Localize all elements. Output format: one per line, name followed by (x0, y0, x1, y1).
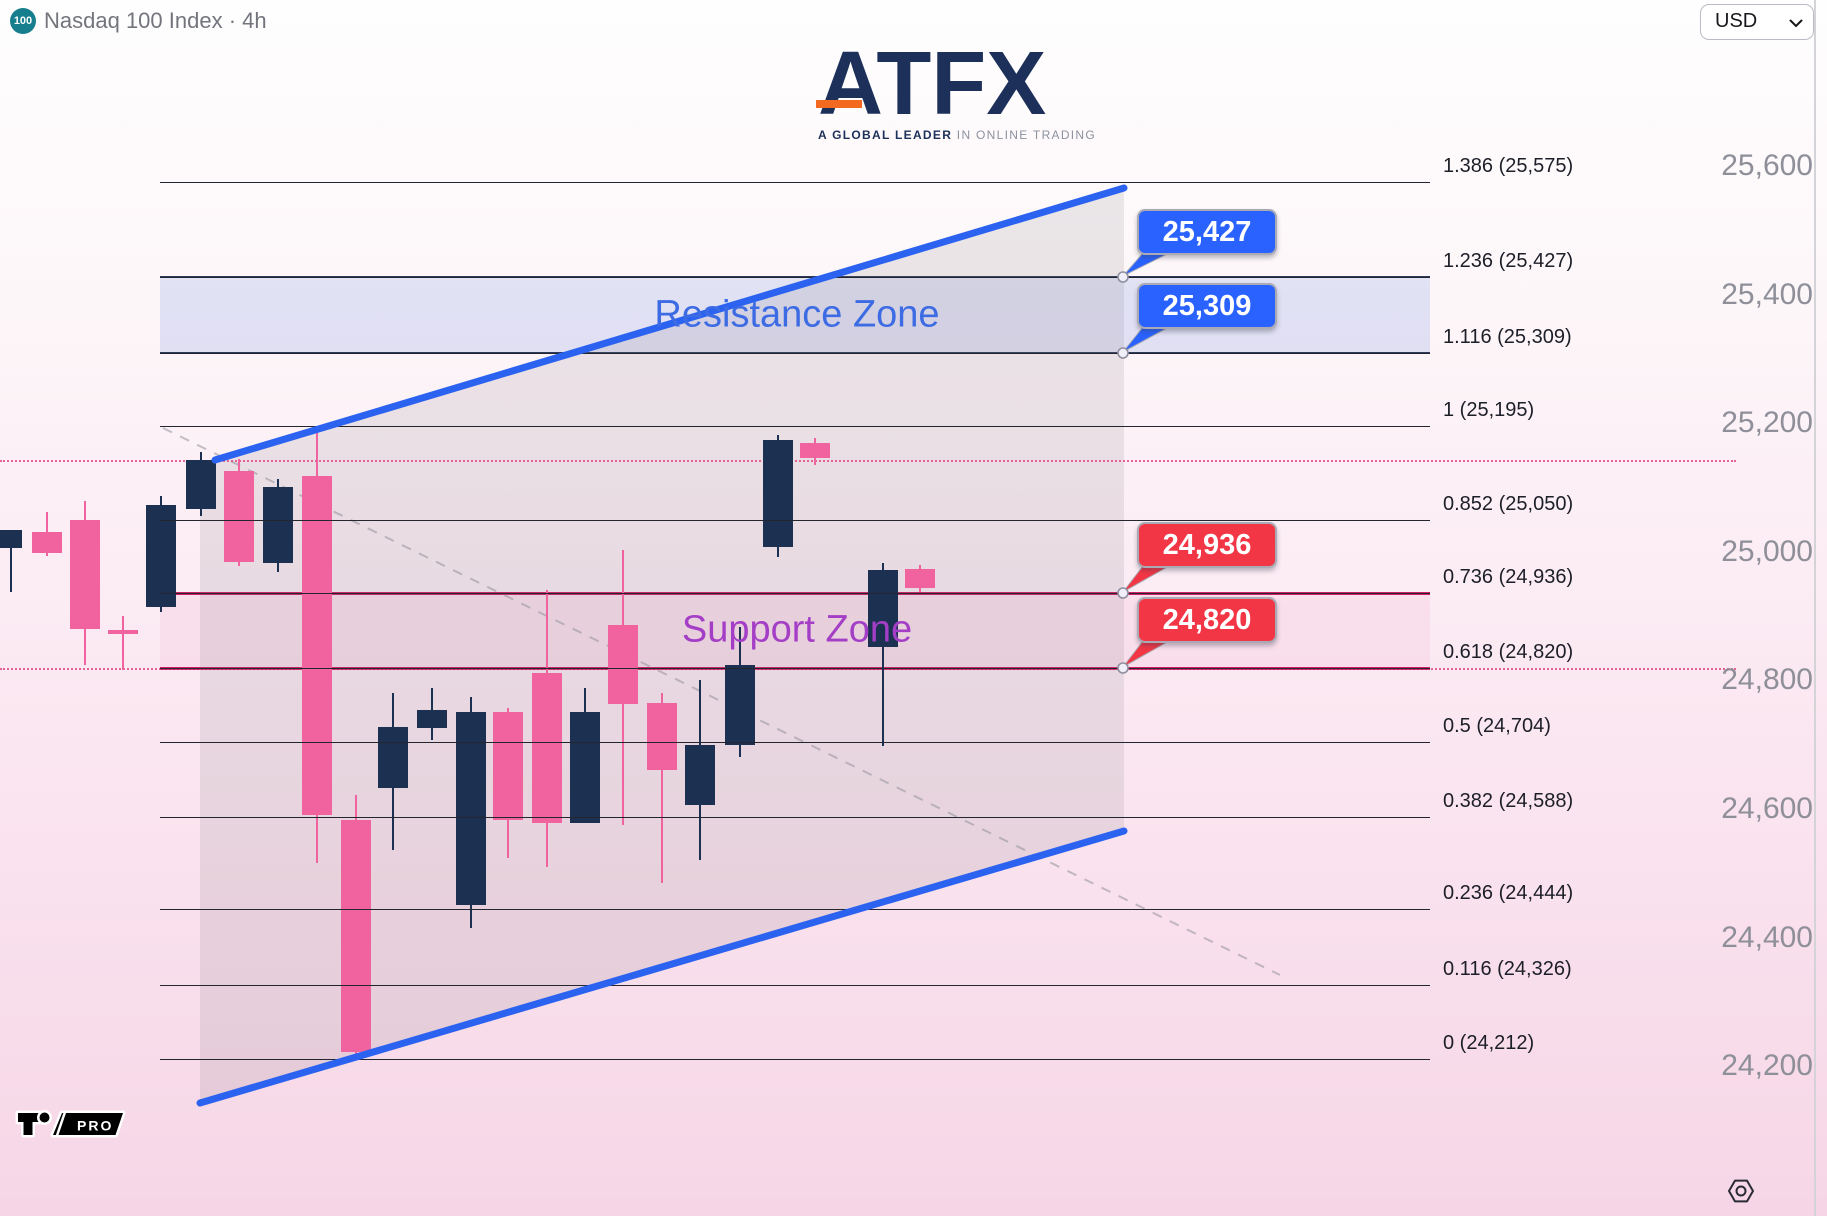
price-axis-label: 24,600 (1721, 792, 1813, 825)
candle-wick (9, 530, 13, 592)
candle (378, 727, 408, 788)
candle (186, 460, 216, 509)
candle (70, 520, 100, 629)
price-axis-label: 25,600 (1721, 149, 1813, 182)
price-axis-label: 24,800 (1721, 663, 1813, 696)
candle (224, 471, 254, 562)
price-axis[interactable]: 25,600 25,400 25,200 25,000 24,800 24,600 24,4… (1627, 0, 1827, 1216)
window-edge-divider (1814, 0, 1816, 1216)
candle (532, 673, 562, 823)
header-bar: 100 Nasdaq 100 Index · 4h USD (0, 0, 1827, 42)
candle (493, 712, 523, 820)
gear-icon[interactable] (1726, 1176, 1756, 1206)
chevron-down-icon (1789, 19, 1803, 28)
price-axis-label: 25,400 (1721, 278, 1813, 311)
currency-select[interactable]: USD (1700, 4, 1814, 40)
pro-badge: PRO (77, 1118, 113, 1134)
time-axis[interactable]: 7911151721232529Nov5 (0, 1156, 1827, 1216)
candle (905, 569, 935, 588)
candle (108, 630, 138, 634)
candle-wick (121, 616, 125, 670)
candle (302, 476, 332, 815)
candle (608, 625, 638, 704)
candle (800, 443, 830, 458)
price-axis-label: 25,200 (1721, 406, 1813, 439)
candle (32, 532, 62, 553)
candle (647, 703, 677, 770)
price-axis-label: 25,000 (1721, 535, 1813, 568)
candle (417, 710, 447, 728)
tradingview-glyph-icon (15, 1110, 42, 1138)
price-axis-label: 24,200 (1721, 1049, 1813, 1082)
atfx-orange-bar (816, 100, 862, 108)
candle (263, 487, 293, 563)
atfx-logo: ATFX A GLOBAL LEADER IN ONLINE TRADING (816, 34, 1097, 142)
nasdaq-100-badge-icon: 100 (10, 8, 36, 34)
candle (685, 745, 715, 805)
candle (0, 530, 22, 548)
tradingview-pro-logo[interactable]: PRO (14, 1104, 132, 1149)
candle (570, 712, 600, 823)
price-axis-label: 24,400 (1721, 921, 1813, 954)
currency-value: USD (1715, 10, 1758, 32)
atfx-tagline: A GLOBAL LEADER IN ONLINE TRADING (818, 128, 1097, 142)
candle (456, 712, 486, 905)
symbol-title: Nasdaq 100 Index · 4h (44, 8, 267, 33)
atfx-logo-text: ATFX (816, 34, 1047, 134)
candle (341, 820, 371, 1052)
candle (725, 665, 755, 745)
candle (763, 440, 793, 547)
candle (868, 570, 898, 647)
candle (146, 505, 176, 607)
